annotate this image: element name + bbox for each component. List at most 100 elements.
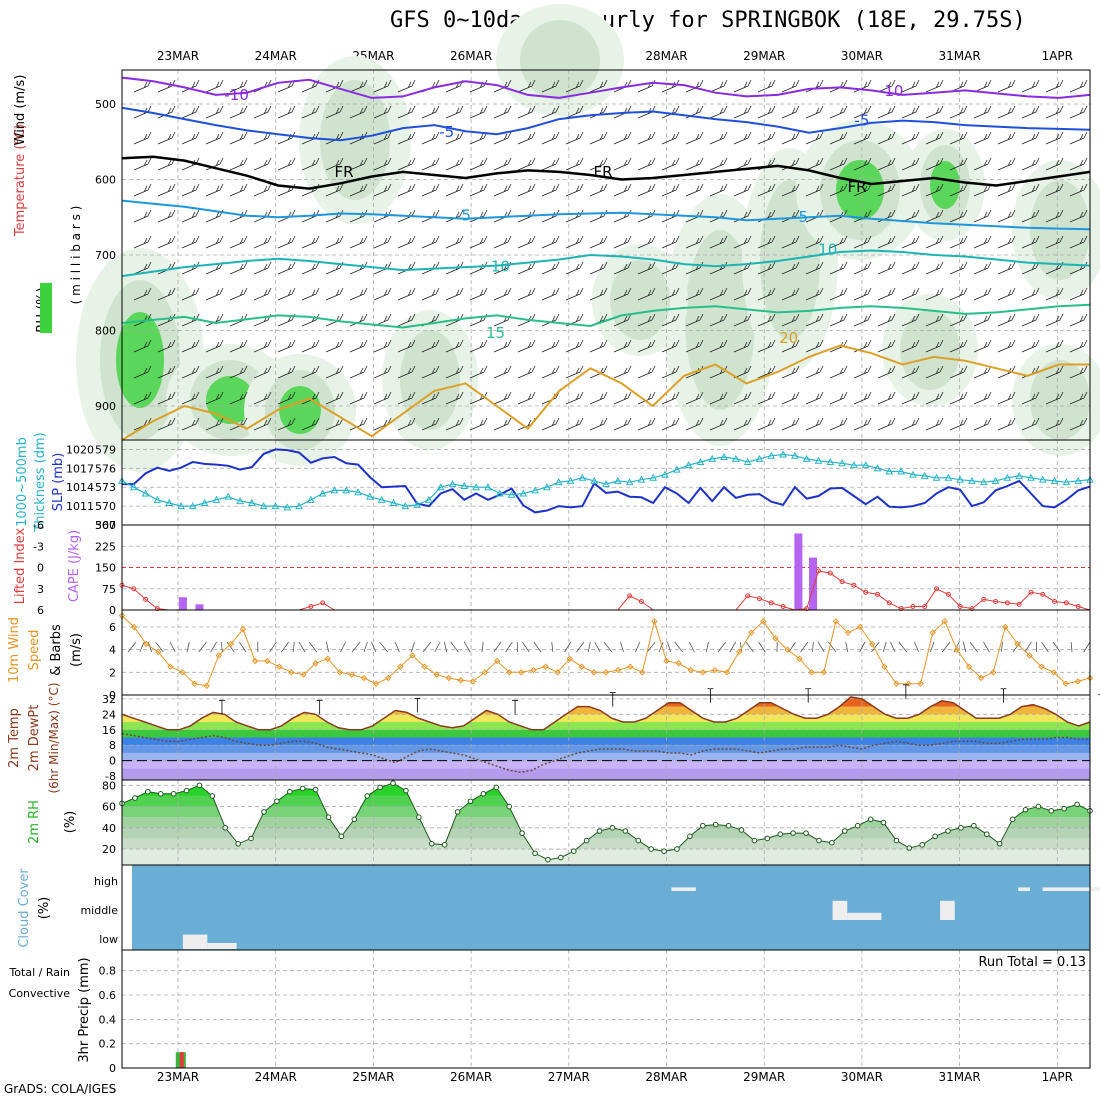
thickness-marker xyxy=(1015,471,1024,479)
temp-line xyxy=(121,696,1091,731)
rh-marker xyxy=(132,795,138,801)
rh-marker xyxy=(622,828,629,834)
wind-barb xyxy=(1045,417,1064,431)
slp-tick: 1014 xyxy=(66,481,94,494)
wind-speed-marker xyxy=(977,674,985,682)
wind-barb xyxy=(901,313,920,327)
cloud-block xyxy=(940,900,955,920)
wind-barb xyxy=(781,105,800,119)
wind-barb xyxy=(997,79,1016,93)
temp-unit-label: (6hr Min/Max) (°C) xyxy=(47,682,61,793)
wind-barb xyxy=(229,365,248,379)
precip-convective-label: Convective xyxy=(9,987,71,1000)
date-label-bottom: 24MAR xyxy=(255,1070,297,1084)
temp-minmax-bar xyxy=(902,684,909,699)
credit-label: GrADS: COLA/IGES xyxy=(4,1082,117,1096)
wind-speed-marker xyxy=(760,618,767,625)
wind-barb xyxy=(277,339,296,353)
wind-barb xyxy=(445,157,464,171)
surface-wind-barb xyxy=(859,641,866,653)
wind-barb xyxy=(733,417,752,431)
lifted-index-marker xyxy=(768,600,774,606)
wind-barb xyxy=(493,131,512,145)
wind-barb xyxy=(733,183,752,197)
cape-tick: 75 xyxy=(102,583,116,596)
rh-area xyxy=(400,330,460,430)
wind-speed-marker xyxy=(1002,623,1009,631)
wind-barb xyxy=(829,417,848,431)
wind-barb xyxy=(157,339,176,353)
thickness-marker xyxy=(271,502,280,510)
wind-barb xyxy=(469,235,488,249)
thickness-marker xyxy=(767,451,776,459)
wind-barb xyxy=(229,183,248,197)
wind-speed-marker xyxy=(481,669,489,676)
rh-marker xyxy=(1061,805,1067,812)
wind-barb xyxy=(445,391,464,405)
date-label-bottom: 31MAR xyxy=(939,1070,981,1084)
wind-barb xyxy=(205,183,224,197)
thickness-line xyxy=(121,453,1091,509)
thickness-marker xyxy=(979,478,988,486)
thickness-marker xyxy=(661,470,669,478)
wind-barb xyxy=(1021,157,1040,171)
wind-speed-marker xyxy=(820,669,828,676)
temp-color-band xyxy=(122,714,1090,723)
wind-barb xyxy=(685,235,704,249)
wind-barb xyxy=(949,417,968,431)
lifted-index-marker xyxy=(969,606,975,612)
thickness-marker xyxy=(248,498,256,506)
thickness-marker xyxy=(1038,475,1047,483)
lifted-index-line xyxy=(121,570,1091,611)
wind-barb xyxy=(781,417,800,431)
wind-barb xyxy=(205,313,224,327)
lifted-index-marker xyxy=(1004,600,1010,606)
surface-wind-barb xyxy=(729,641,737,653)
temp-minmax-bar xyxy=(218,699,225,715)
wind-barb xyxy=(637,131,656,145)
thickness-marker xyxy=(153,495,162,503)
wind-barb xyxy=(157,183,176,197)
thickness-marker xyxy=(1027,473,1035,481)
wind-barb xyxy=(877,157,896,171)
isotherm-line xyxy=(121,303,1091,329)
wind-barb xyxy=(229,131,248,145)
temp-color-band xyxy=(122,760,1090,769)
rh-marker xyxy=(983,831,990,837)
cloud-block xyxy=(847,912,882,920)
rh-marker xyxy=(570,848,577,854)
rh-marker xyxy=(1074,801,1080,808)
wind-barb xyxy=(685,339,704,353)
date-label-top: 28MAR xyxy=(645,49,687,63)
wind-barb xyxy=(205,235,224,249)
rh-marker xyxy=(286,788,293,795)
pressure-tick: 800 xyxy=(95,325,116,338)
thickness-tick: 576 xyxy=(95,462,116,475)
rh-marker xyxy=(364,793,371,799)
wind-barb xyxy=(421,391,440,405)
surface-wind-barb xyxy=(845,641,849,653)
thickness-marker xyxy=(236,497,244,505)
date-label-bottom: 28MAR xyxy=(645,1070,687,1084)
wind-barb xyxy=(1021,287,1040,301)
surface-wind-barb xyxy=(198,641,207,653)
surface-wind-barb xyxy=(914,641,919,653)
surface-wind-barb xyxy=(646,641,656,653)
wind-barb xyxy=(1045,79,1064,93)
wind-barb xyxy=(157,391,176,405)
wind-barb xyxy=(925,131,944,145)
wind-barb xyxy=(397,183,416,197)
rh-marker xyxy=(428,840,435,847)
surface-wind-barb xyxy=(890,641,896,653)
wind-barb xyxy=(493,105,512,119)
wind-speed-marker xyxy=(530,666,537,674)
wind-barb xyxy=(805,183,824,197)
wind-barb xyxy=(253,105,272,119)
wind-barb xyxy=(781,365,800,379)
dewpoint-line xyxy=(121,732,1090,774)
thickness-marker xyxy=(566,476,575,484)
wind-barb xyxy=(445,131,464,145)
temp-minmax-bar xyxy=(707,688,714,703)
wind-barb xyxy=(613,287,632,301)
